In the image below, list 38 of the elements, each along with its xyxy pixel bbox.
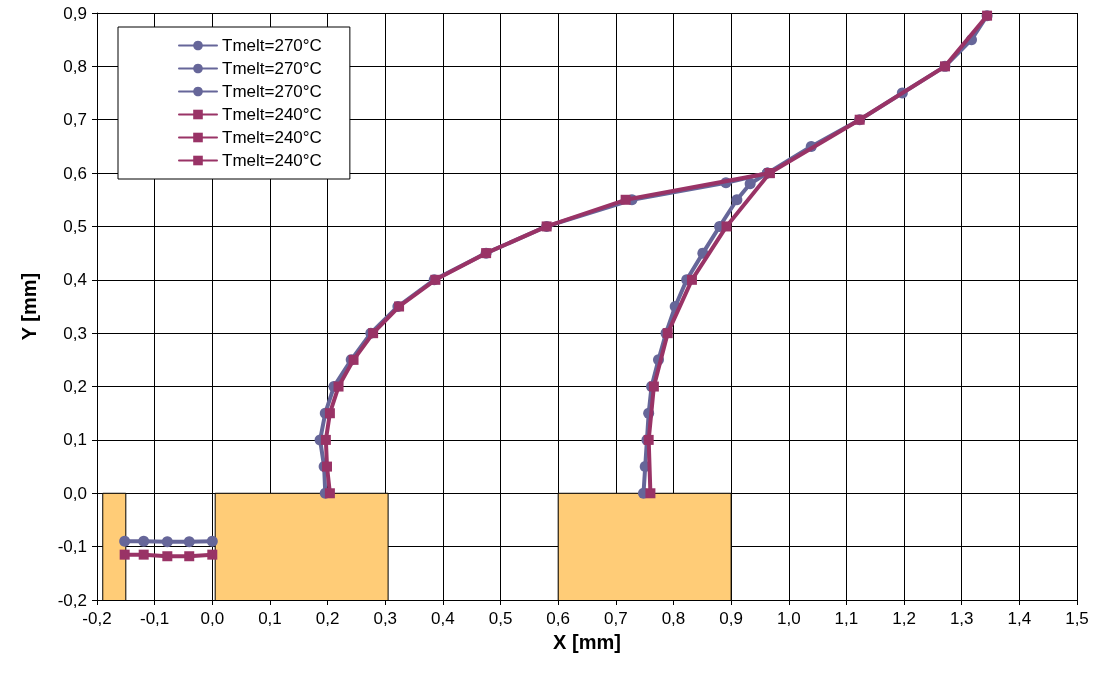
- y-tick-label: -0,2: [57, 590, 87, 610]
- x-tick-label: 0,4: [431, 609, 455, 628]
- x-tick-label: 1,2: [892, 609, 916, 628]
- x-tick-label: 0,5: [488, 609, 513, 628]
- x-tick-label: 1,1: [834, 609, 859, 628]
- x-tick-label: 1,5: [1065, 609, 1089, 628]
- x-tick-label: 1,0: [776, 609, 801, 628]
- legend-label: Tmelt=270°C: [222, 36, 322, 55]
- x-tick-label: 0,2: [315, 609, 340, 628]
- x-axis-title: X [mm]: [553, 630, 621, 653]
- x-tick-label: 0,9: [719, 609, 743, 628]
- x-tick-label: 0,1: [258, 609, 282, 628]
- y-tick-label: 0,2: [63, 377, 87, 397]
- y-axis-title: Y [mm]: [18, 272, 40, 341]
- y-tick-label: 0,1: [63, 430, 87, 450]
- x-tick-label: -0,2: [82, 609, 112, 628]
- y-tick-label: 0,8: [63, 56, 87, 76]
- y-tick-label: -0,1: [57, 537, 87, 557]
- y-tick-label: 0,6: [63, 163, 87, 183]
- x-tick-label: 0,0: [200, 609, 225, 628]
- y-tick-label: 0,5: [63, 216, 87, 236]
- x-tick-label: 0,7: [604, 609, 628, 628]
- y-tick-label: 0,3: [63, 323, 87, 343]
- y-tick-label: 0,7: [63, 110, 87, 130]
- y-tick-label: 0,9: [63, 3, 87, 23]
- y-tick-label: 0,0: [63, 483, 87, 503]
- legend-label: Tmelt=240°C: [222, 151, 322, 170]
- x-tick-label: 0,6: [546, 609, 570, 628]
- x-tick-label: 0,3: [373, 609, 398, 628]
- x-tick-label: -0,1: [140, 609, 170, 628]
- legend-label: Tmelt=270°C: [222, 59, 322, 78]
- x-tick-label: 0,8: [661, 609, 686, 628]
- x-tick-label: 1,4: [1007, 609, 1032, 628]
- legend-label: Tmelt=270°C: [222, 82, 322, 101]
- x-tick-label: 1,3: [949, 609, 974, 628]
- legend-label: Tmelt=240°C: [222, 128, 322, 147]
- legend-label: Tmelt=240°C: [222, 105, 322, 124]
- y-tick-label: 0,4: [63, 270, 87, 290]
